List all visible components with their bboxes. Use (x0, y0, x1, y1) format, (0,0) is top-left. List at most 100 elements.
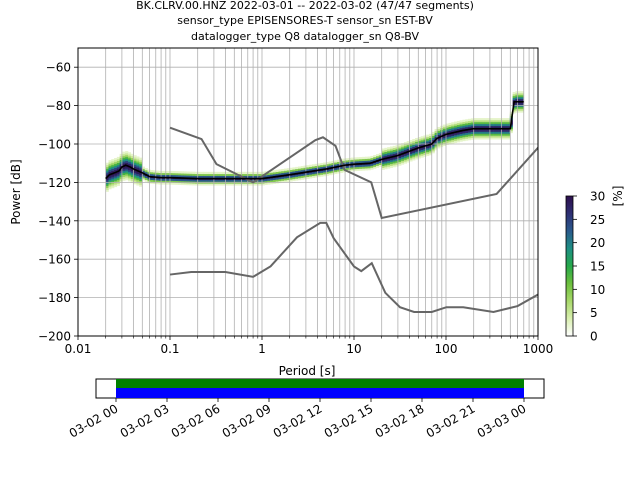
psd-cell (509, 113, 513, 116)
psd-cell (384, 163, 388, 166)
psd-cell (504, 121, 508, 125)
psd-cell (462, 135, 466, 138)
psd-cell (454, 135, 458, 138)
psd-cell (147, 179, 151, 182)
psd-cell (459, 126, 463, 129)
psd-cell (150, 177, 154, 180)
psd-cell (473, 123, 477, 127)
psd-cell (406, 156, 410, 159)
psd-cell (459, 135, 463, 138)
psd-cell (353, 157, 357, 160)
psd-cell (114, 184, 118, 188)
psd-cell (381, 160, 385, 163)
psd-cell (295, 168, 299, 172)
psd-cell (334, 160, 338, 163)
psd-cell (194, 183, 198, 186)
psd-cell (445, 129, 449, 132)
psd-cell (108, 177, 112, 180)
psd-cell (387, 158, 391, 161)
psd-cell (161, 182, 165, 185)
psd-cell (498, 135, 502, 138)
psd-cell (367, 166, 371, 169)
psd-cell (409, 151, 413, 154)
psd-cell (200, 175, 204, 178)
psd-cell (504, 125, 508, 128)
psd-cell (105, 162, 109, 165)
psd-cell (462, 121, 466, 124)
psd-cell (454, 133, 458, 136)
psd-cell (401, 158, 405, 161)
psd-cell (409, 142, 413, 145)
psd-cell (133, 178, 137, 181)
psd-cell (401, 154, 405, 157)
psd-cell (153, 181, 157, 185)
psd-cell (395, 156, 399, 159)
psd-cell (473, 135, 477, 138)
psd-cell (392, 157, 396, 160)
psd-cell (468, 124, 472, 127)
psd-cell (111, 174, 115, 177)
psd-cell (479, 118, 483, 121)
psd-cell (339, 170, 343, 173)
psd-cell (189, 175, 193, 178)
psd-cell (144, 170, 148, 173)
psd-cell (186, 179, 190, 182)
psd-cell (119, 174, 123, 178)
psd-cell (456, 126, 460, 129)
psd-cell (172, 174, 176, 178)
psd-cell (261, 171, 265, 174)
psd-cell (323, 162, 327, 165)
psd-cell (451, 122, 455, 125)
psd-cell (490, 133, 494, 136)
psd-cell (289, 167, 293, 171)
psd-cell (431, 151, 435, 154)
psd-cell (420, 140, 424, 143)
psd-cell (219, 183, 224, 186)
psd-cell (323, 174, 327, 177)
psd-cell (520, 98, 525, 102)
psd-cell (217, 179, 221, 182)
psd-cell (498, 129, 502, 132)
psd-cell (214, 171, 218, 175)
psd-cell (127, 156, 132, 159)
psd-cell (337, 159, 341, 162)
psd-cell (445, 131, 449, 134)
psd-cell (314, 175, 318, 178)
psd-cell (515, 106, 519, 109)
psd-cell (119, 180, 123, 183)
psd-cell (108, 171, 112, 174)
psd-cell (180, 171, 185, 174)
psd-cell (139, 176, 143, 180)
psd-cell (281, 170, 285, 174)
psd-cell (172, 171, 176, 174)
psd-cell (105, 166, 109, 169)
psd-cell (275, 177, 279, 180)
psd-cell (468, 126, 472, 129)
psd-cell (504, 131, 508, 134)
psd-cell (130, 153, 134, 157)
psd-cell (325, 163, 329, 167)
psd-cell (487, 137, 491, 140)
psd-cell (384, 167, 388, 170)
psd-cell (520, 91, 525, 94)
psd-cell (398, 146, 402, 149)
psd-cell (125, 162, 129, 165)
psd-cell (389, 158, 394, 161)
y-tick-label: −80 (46, 99, 71, 113)
psd-cell (392, 151, 396, 154)
psd-cell (272, 173, 277, 177)
psd-cell (211, 183, 215, 186)
psd-cell (403, 146, 407, 149)
psd-cell (479, 129, 483, 132)
psd-cell (150, 173, 154, 177)
psd-cell (130, 169, 134, 172)
psd-cell (211, 171, 215, 175)
psd-cell (253, 173, 257, 176)
psd-cell (111, 180, 115, 183)
psd-cell (398, 161, 402, 164)
psd-cell (155, 182, 159, 185)
psd-cell (339, 166, 343, 170)
psd-cell (127, 161, 132, 165)
psd-cell (111, 176, 115, 179)
psd-cell (437, 132, 441, 135)
